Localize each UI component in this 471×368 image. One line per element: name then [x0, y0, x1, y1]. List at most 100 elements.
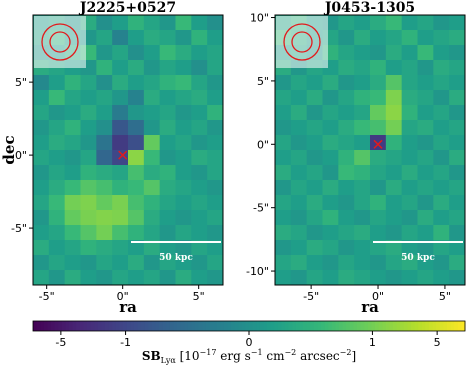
heatmap-cell [354, 30, 371, 46]
y-tick-label: -5" [11, 222, 27, 235]
colorbar-swatch [177, 321, 182, 331]
heatmap-cell [143, 165, 161, 181]
colorbar-swatch [281, 321, 286, 331]
heatmap-cell [207, 75, 224, 91]
colorbar-swatch [267, 321, 272, 331]
heatmap-cell [64, 75, 81, 91]
heatmap-cell [112, 75, 129, 91]
colorbar-swatch [65, 321, 70, 331]
y-tick-label: 10" [250, 12, 269, 25]
colorbar-swatch [155, 321, 160, 331]
heatmap-cell [354, 225, 371, 241]
colorbar-swatch [180, 321, 185, 331]
heatmap-cell [48, 105, 66, 121]
heatmap-cell [175, 165, 192, 181]
colorbar-swatch [349, 321, 354, 331]
heatmap-cell [159, 240, 176, 256]
heatmap-cell [33, 165, 50, 181]
heatmap-cell [33, 240, 50, 256]
heatmap-cell [338, 240, 355, 256]
heatmap-cell [64, 180, 81, 196]
heatmap-cell [370, 90, 387, 106]
colorbar-swatch [202, 321, 207, 331]
heatmap-cell [159, 165, 176, 181]
heatmap-cell [433, 165, 450, 181]
colorbar-swatch [137, 321, 142, 331]
colorbar-swatch [331, 321, 336, 331]
heatmap-cell [322, 270, 339, 286]
heatmap-cell [64, 120, 81, 136]
heatmap-cell [128, 60, 145, 76]
heatmap-cell [417, 135, 434, 151]
panel-title: J2225+0527 [78, 0, 176, 16]
heatmap-cell [275, 210, 292, 226]
heatmap-cell [385, 270, 403, 286]
heatmap-cell [207, 135, 224, 151]
heatmap-cell [433, 255, 450, 271]
heatmap-cell [128, 135, 145, 151]
colorbar-swatch [187, 321, 192, 331]
heatmap-cell [354, 240, 371, 256]
colorbar-swatch [364, 321, 369, 331]
heatmap-cell [401, 90, 418, 106]
colorbar-swatch [310, 321, 315, 331]
heatmap-cell [449, 45, 466, 61]
heatmap-cell [385, 195, 403, 211]
heatmap-cell [354, 270, 371, 286]
heatmap-cell [175, 135, 192, 151]
scale-bar-label: 50 kpc [159, 253, 193, 263]
heatmap-cell [354, 60, 371, 76]
heatmap-cell [449, 225, 466, 241]
y-tick-label: -5" [253, 202, 269, 215]
heatmap-cell [207, 240, 224, 256]
heatmap-cell [354, 75, 371, 91]
heatmap-cell [401, 240, 418, 256]
heatmap-cell [143, 270, 161, 286]
heatmap-cell [191, 255, 208, 271]
colorbar-swatch [450, 321, 455, 331]
colorbar-tick-label: 1 [369, 336, 376, 349]
heatmap-cell [385, 210, 403, 226]
heatmap-cell [385, 165, 403, 181]
heatmap-cell [385, 105, 403, 121]
psf-box [276, 16, 328, 68]
heatmap-cell [401, 255, 418, 271]
heatmap-cell [370, 60, 387, 76]
heatmap-cell [338, 15, 355, 31]
heatmap-cell [80, 135, 97, 151]
heatmap-cell [306, 105, 323, 121]
heatmap-cell [370, 105, 387, 121]
heatmap-cell [306, 210, 323, 226]
colorbar-swatch [306, 321, 311, 331]
heatmap-cell [370, 195, 387, 211]
heatmap-cell [191, 15, 208, 31]
colorbar-swatch [144, 321, 149, 331]
x-axis-label: ra [119, 298, 137, 316]
colorbar-tick-label: -1 [120, 336, 131, 349]
heatmap-cell [306, 195, 323, 211]
heatmap-cell [80, 225, 97, 241]
heatmap-cell [159, 180, 176, 196]
heatmap-cell [385, 135, 403, 151]
heatmap-cell [370, 255, 387, 271]
heatmap-cell [48, 135, 66, 151]
colorbar-swatch [396, 321, 401, 331]
heatmap-cell [207, 270, 224, 286]
y-tick-label: 5" [15, 76, 27, 89]
colorbar-swatch [411, 321, 416, 331]
heatmap-cell [401, 30, 418, 46]
axes-frame [32, 14, 224, 286]
colorbar-swatch [173, 321, 178, 331]
heatmap-cell [207, 105, 224, 121]
heatmap-cell [64, 210, 81, 226]
heatmap-cell [191, 270, 208, 286]
colorbar-swatch [335, 321, 340, 331]
heatmap-cell [175, 150, 192, 166]
heatmap-cell [191, 30, 208, 46]
heatmap-cell [290, 165, 308, 181]
heatmap-cell [306, 150, 323, 166]
heatmap-cell [401, 135, 418, 151]
heatmap-cell [159, 255, 176, 271]
heatmap-cell [449, 90, 466, 106]
colorbar-swatch [198, 321, 203, 331]
